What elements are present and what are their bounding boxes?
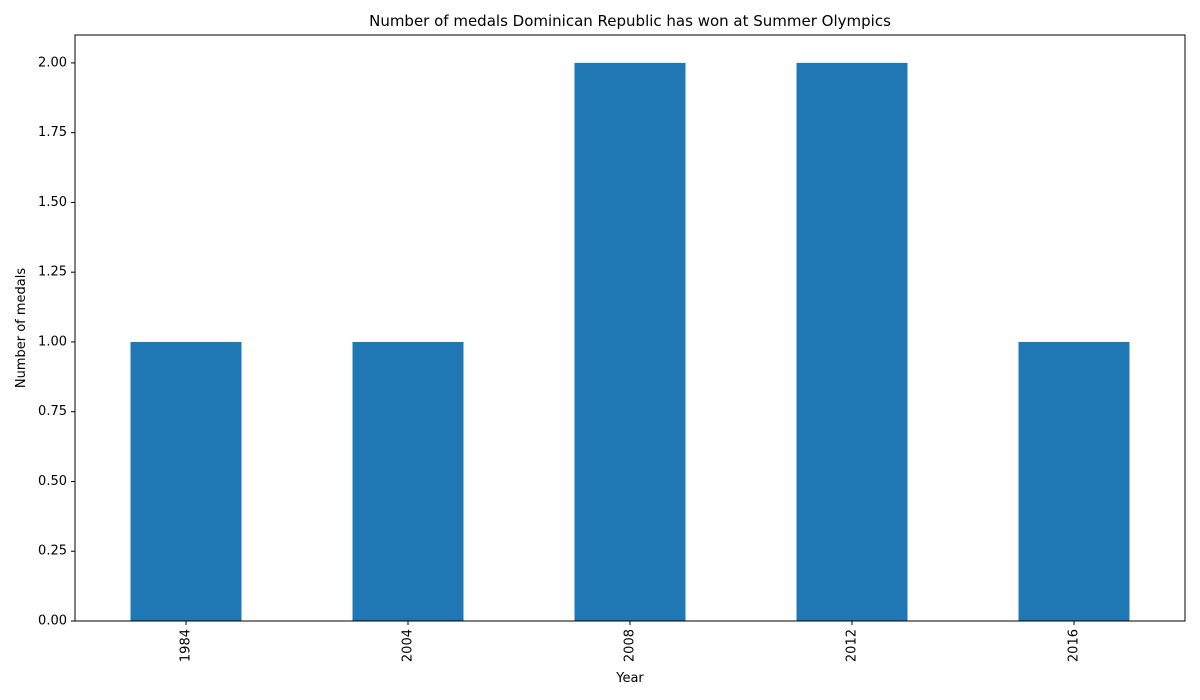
plot-area: 0.00 0.25 0.50 0.75 1.00 1.25 1.50 1.75 2.00 198…: [38, 34, 1186, 662]
bar-2008: [574, 62, 686, 621]
x-tick-label-1984: 1984: [179, 629, 194, 662]
y-tick-label-0.75: 0.75: [38, 404, 67, 419]
y-axis: 0.00 0.25 0.50 0.75 1.00 1.25 1.50 1.75 2.00: [38, 55, 75, 629]
y-tick-label-1.50: 1.50: [38, 195, 67, 210]
x-tick-label-2004: 2004: [401, 629, 416, 662]
x-tick-label-2012: 2012: [845, 629, 860, 662]
y-tick-label-1.00: 1.00: [38, 334, 67, 349]
x-axis: 1984 2004 2008 2012 2016: [179, 621, 1082, 662]
x-axis-label: Year: [615, 671, 644, 686]
bars-group: [130, 62, 1130, 621]
y-tick-label-1.25: 1.25: [38, 265, 67, 280]
bar-2004: [352, 341, 464, 621]
chart-title: Number of medals Dominican Republic has …: [369, 12, 891, 30]
bar-1984: [130, 341, 242, 621]
y-tick-label-0.50: 0.50: [38, 474, 67, 489]
y-tick-label-2.00: 2.00: [38, 55, 67, 70]
x-tick-label-2016: 2016: [1067, 629, 1082, 662]
bar-2012: [796, 62, 908, 621]
y-tick-label-1.75: 1.75: [38, 125, 67, 140]
bar-2016: [1018, 341, 1130, 621]
y-tick-label-0.00: 0.00: [38, 614, 67, 629]
y-tick-label-0.25: 0.25: [38, 544, 67, 559]
y-axis-label: Number of medals: [14, 268, 29, 389]
x-tick-label-2008: 2008: [623, 629, 638, 662]
